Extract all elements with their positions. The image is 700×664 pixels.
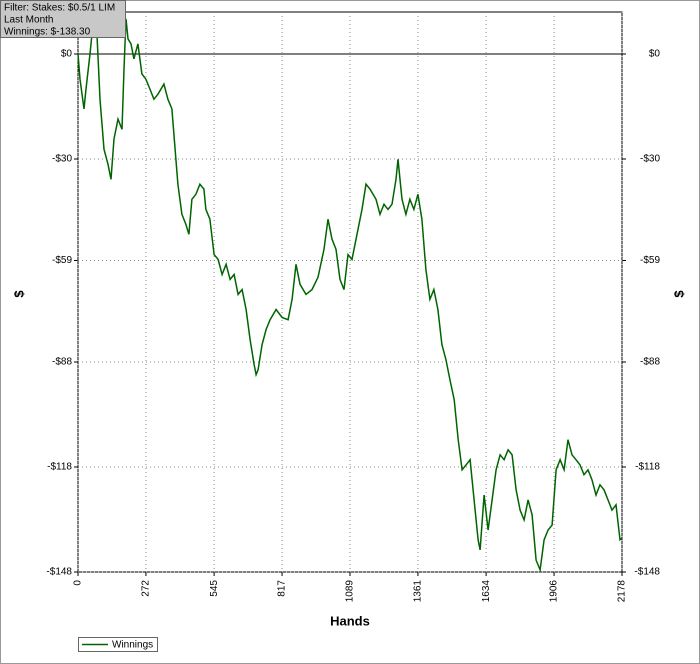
x-tick-label: 545 — [209, 580, 220, 597]
info-line: Last Month — [4, 15, 53, 26]
y2-tick-label: -$59 — [640, 255, 660, 266]
x-tick-label: 1634 — [481, 580, 492, 603]
x-axis-label: Hands — [330, 613, 370, 628]
y2-tick-label: $0 — [649, 49, 661, 60]
y2-tick-label: -$88 — [640, 357, 660, 368]
y-tick-label: -$88 — [52, 357, 72, 368]
legend — [78, 637, 158, 652]
x-tick-label: 272 — [141, 580, 152, 597]
series-line — [77, 13, 623, 573]
y2-tick-label: -$30 — [640, 154, 660, 165]
y2-axis-label: $ — [671, 290, 686, 298]
x-tick-label: 817 — [277, 580, 288, 597]
y-tick-label: -$118 — [47, 462, 72, 473]
info-box — [0, 0, 126, 38]
info-line: Winnings: $-138.30 — [4, 27, 91, 38]
y2-tick-label: -$118 — [635, 462, 660, 473]
info-line: Filter: Stakes: $0.5/1 LIM — [4, 3, 115, 14]
x-tick-label: 2178 — [617, 580, 628, 603]
x-tick-label: 1089 — [345, 580, 356, 603]
plot-area: $0 $0 -$30 -$30 -$59 -$59 -$88 -$88 -$118 -$118 -$… — [46, 11, 661, 603]
x-tick-label: 1906 — [549, 580, 560, 603]
legend-label: Winnings — [112, 640, 153, 651]
x-tick-label: 1361 — [413, 580, 424, 603]
y-axis-label: $ — [11, 290, 26, 298]
y-tick-label: -$148 — [46, 567, 72, 578]
y-tick-label: -$30 — [52, 154, 72, 165]
y-tick-label: -$59 — [52, 255, 72, 266]
x-tick-label: 0 — [73, 580, 84, 586]
y-tick-label: $0 — [61, 49, 73, 60]
y2-tick-label: -$148 — [634, 567, 660, 578]
